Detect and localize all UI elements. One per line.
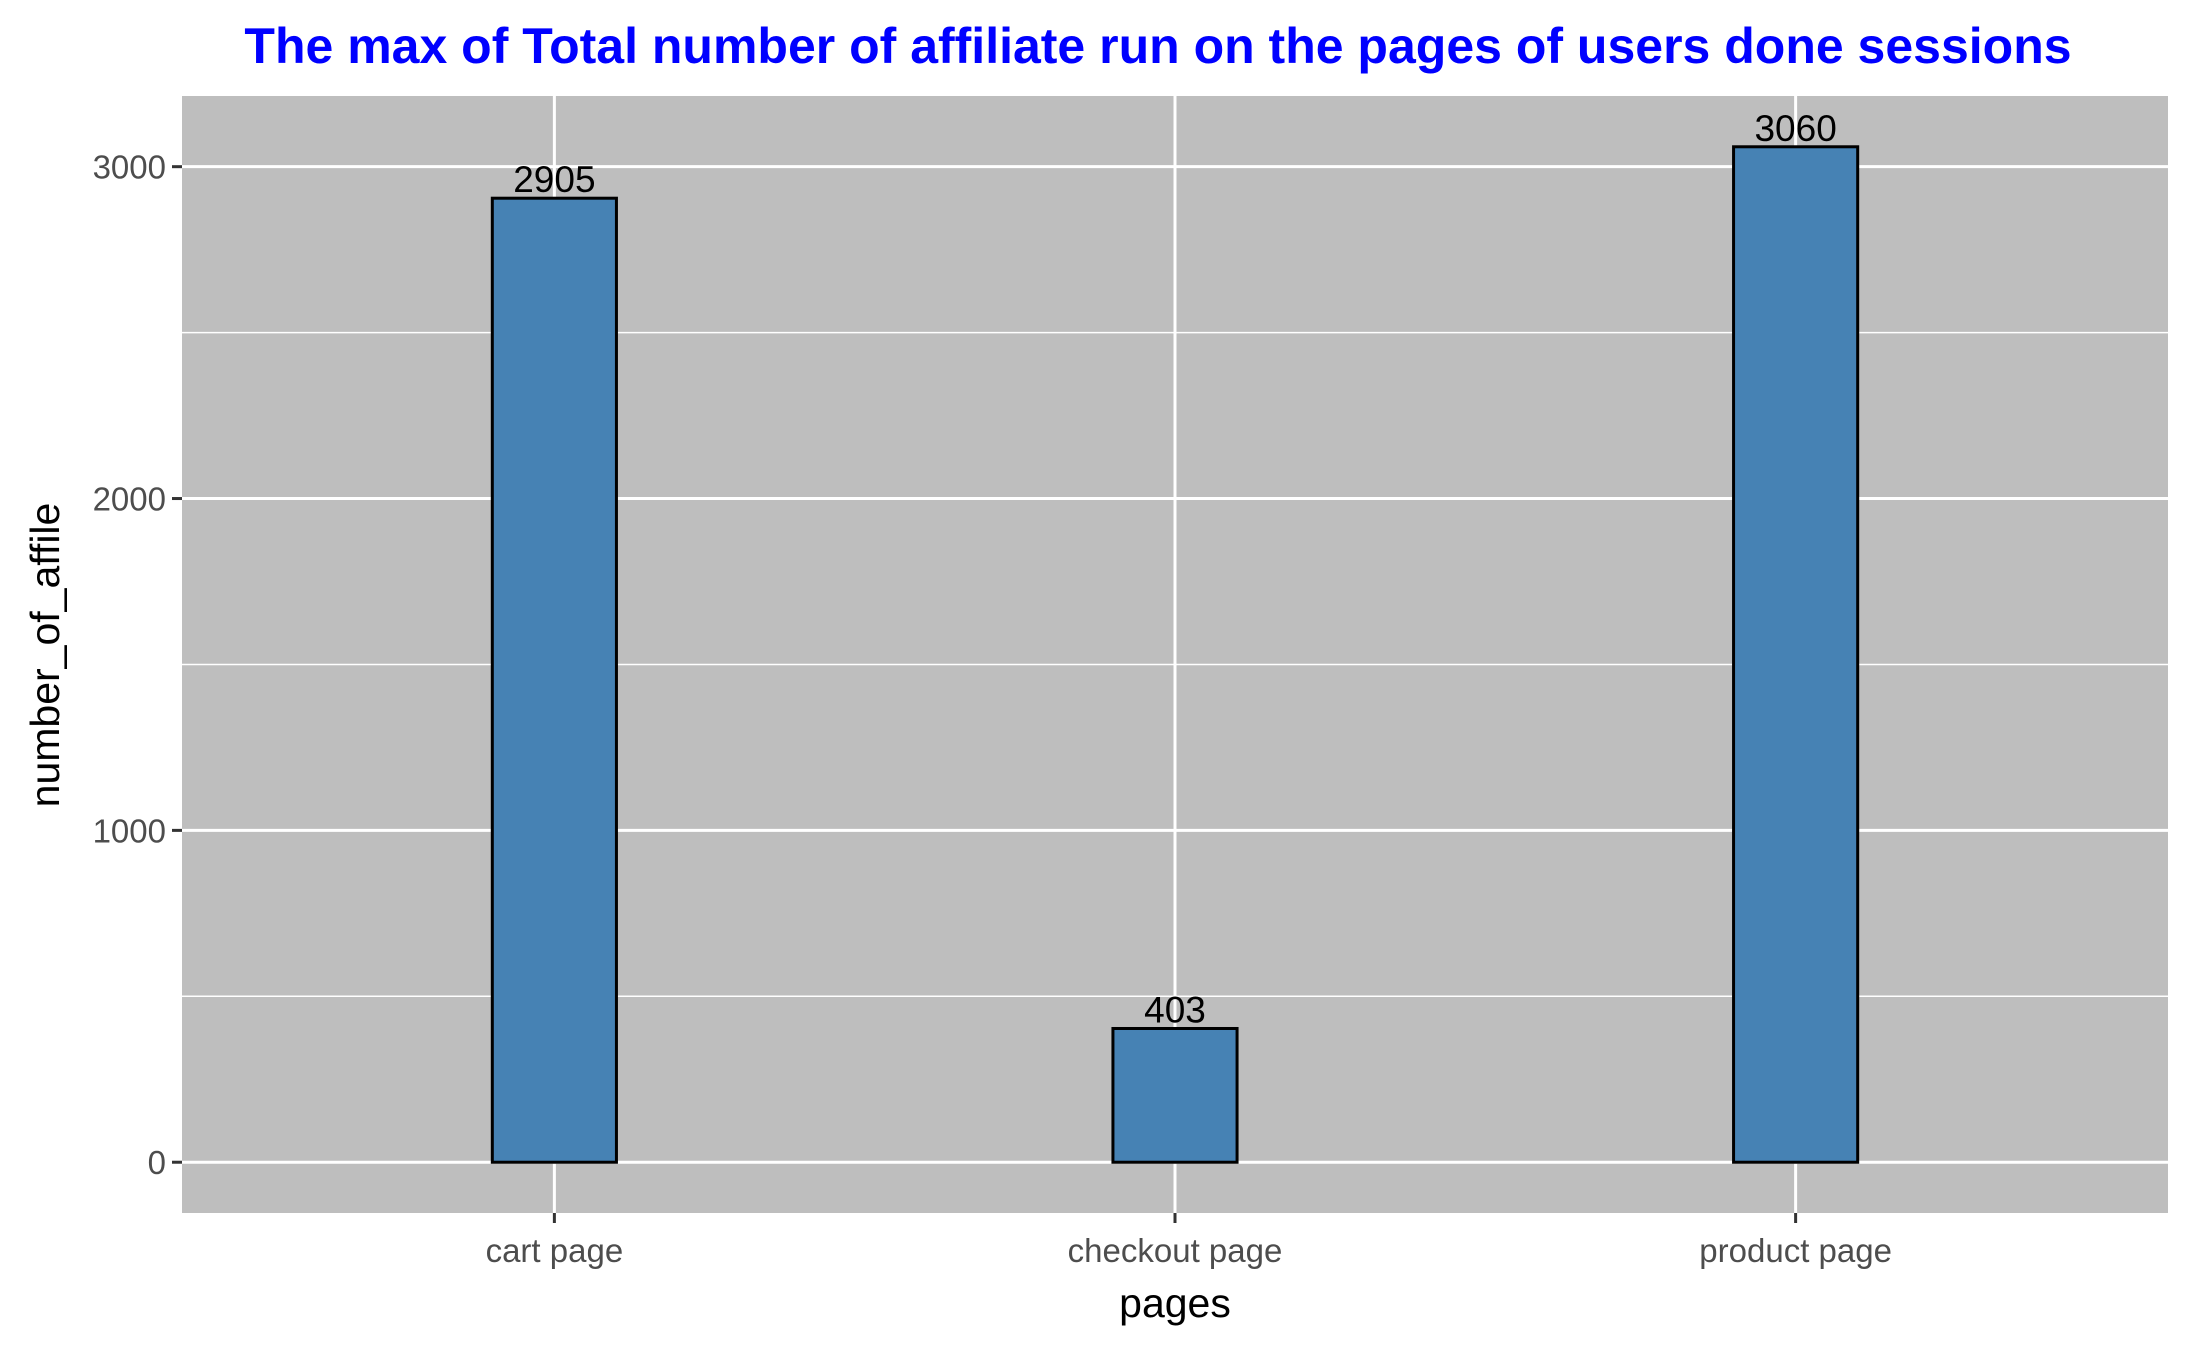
x-tick-label: product page	[1699, 1232, 1892, 1269]
bar-value-label: 3060	[1754, 108, 1836, 149]
y-tick-label: 0	[148, 1144, 166, 1181]
x-axis: cart page checkout page product page	[486, 1213, 1892, 1269]
bar	[490, 196, 618, 1164]
bar	[1111, 1026, 1239, 1164]
x-tick-label: checkout page	[1068, 1232, 1283, 1269]
bars-group	[490, 145, 1860, 1164]
y-axis-title: number_of_affile	[22, 503, 68, 808]
y-tick-label: 2000	[93, 481, 166, 518]
bar-value-label: 403	[1144, 989, 1206, 1030]
chart-title: The max of Total number of affiliate run…	[244, 18, 2071, 74]
y-axis: 0 1000 2000 3000	[93, 149, 182, 1181]
y-tick-label: 3000	[93, 149, 166, 186]
x-tick-label: cart page	[486, 1232, 624, 1269]
data-labels-group: 2905 403 3060	[513, 108, 1837, 1031]
x-axis-title: pages	[1119, 1280, 1231, 1326]
y-tick-label: 1000	[93, 812, 166, 849]
bar-value-label: 2905	[513, 159, 595, 200]
bar	[1732, 145, 1860, 1164]
